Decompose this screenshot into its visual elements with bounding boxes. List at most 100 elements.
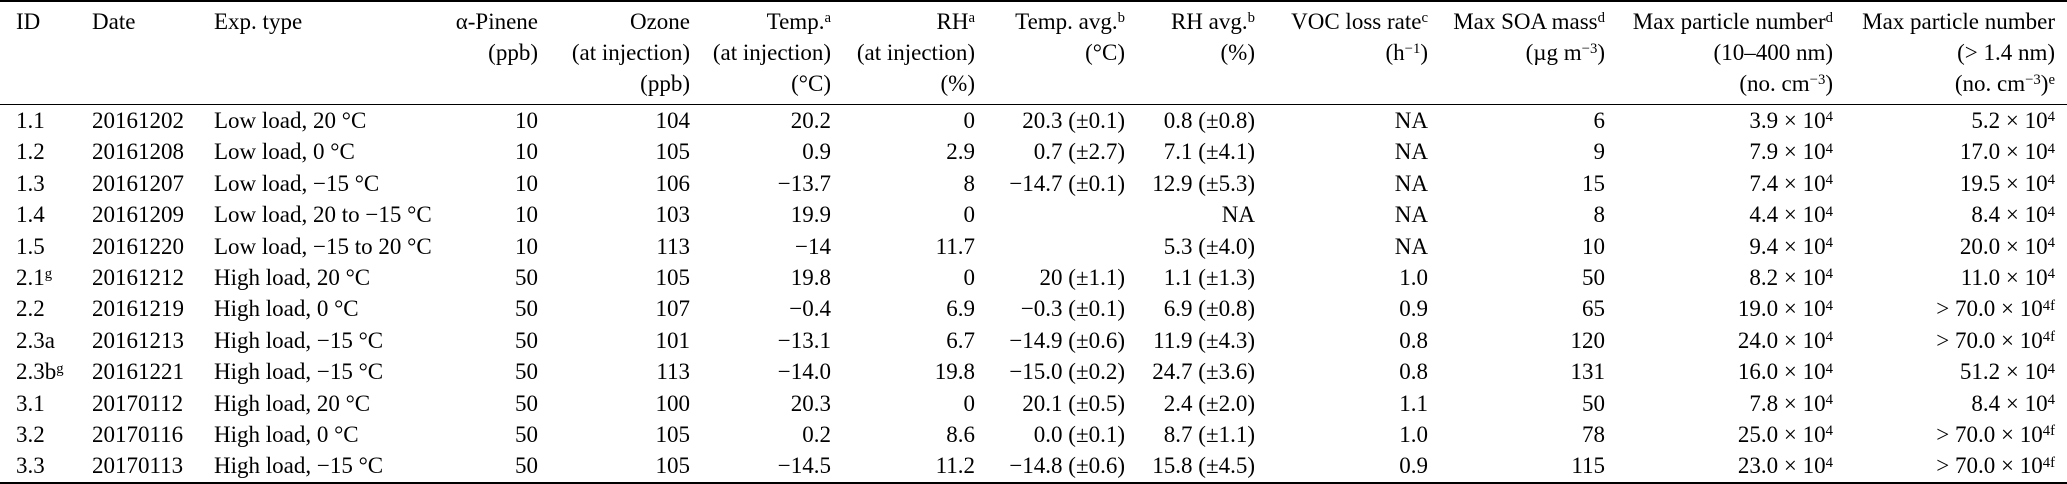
table-cell: 0.9 — [802, 139, 831, 165]
table-cell: 113 — [656, 359, 690, 385]
table-cell: 11.9 (±4.3) — [1153, 327, 1255, 353]
table-cell: 20161202 — [92, 108, 184, 133]
table-cell: 20.2 — [790, 108, 831, 133]
header-line: (%) — [1220, 40, 1255, 65]
col-header-rh-injection: RHa (at injection) (%) — [831, 1, 975, 105]
header-line: (at injection) — [856, 40, 975, 65]
table-cell: 10 — [1582, 233, 1605, 259]
header-line: RH avg.b — [1170, 9, 1255, 34]
table-cell: 0.9 — [1399, 453, 1428, 479]
table-cell: 2.1g — [16, 265, 53, 291]
table-cell: 20.1 (±0.5) — [1022, 390, 1125, 416]
table-cell: 10 — [515, 202, 538, 228]
table-cell: 8.6 — [946, 422, 975, 448]
table-cell: 105 — [655, 265, 691, 291]
table-cell — [975, 199, 1125, 230]
table-cell: 0.8 — [1399, 327, 1428, 353]
table-cell: 20 (±1.1) — [1039, 265, 1125, 291]
table-row: 1.1 20161202 Low load, 20 °C 10 104 20.2 0 20.3… — [0, 105, 2067, 137]
table-cell: NA — [1221, 202, 1255, 228]
table-cell: 78 — [1582, 422, 1605, 448]
table-cell: NA — [1394, 202, 1428, 228]
header-line: (no. cm−3)e — [1954, 71, 2055, 96]
table-cell: 6 — [1593, 108, 1606, 133]
table-cell: 50 — [515, 390, 538, 416]
col-header-id: ID — [0, 1, 76, 105]
table-cell: 0 — [963, 202, 976, 228]
table-cell: > 70.0 × 104f — [1936, 422, 2055, 448]
table-cell: NA — [1394, 139, 1428, 165]
table-cell: 8.7 (±1.1) — [1163, 422, 1255, 448]
table-cell: 1.1 — [16, 108, 45, 133]
table-cell: 105 — [655, 139, 691, 165]
table-cell: 50 — [1582, 390, 1605, 416]
table-cell: 100 — [655, 390, 691, 416]
col-header-rh-avg: RH avg.b (%) — [1125, 1, 1255, 105]
col-header-temp-avg: Temp. avg.b (°C) — [975, 1, 1125, 105]
table-cell: 50 — [515, 422, 538, 448]
table-row: 1.5 20161220 Low load, −15 to 20 °C 10 113 −1… — [0, 231, 2067, 262]
table-cell: NA — [1394, 108, 1428, 133]
table-header: ID Date Exp. type α-Pinene (ppb) Ozone (… — [0, 1, 2067, 105]
header-line: (ppb) — [488, 40, 538, 65]
table-cell: 1.5 — [16, 233, 45, 259]
table-cell: 7.4 × 104 — [1749, 170, 1833, 196]
table-cell: 17.0 × 104 — [1959, 139, 2055, 165]
col-header-temp-injection: Temp.a (at injection) (°C) — [690, 1, 831, 105]
header-line: (°C) — [1085, 40, 1125, 65]
table-cell: Low load, −15 °C — [214, 170, 380, 196]
table-cell: 20.3 — [790, 390, 831, 416]
table-row: 2.2 20161219 High load, 0 °C 50 107 −0.4 6.9 −0… — [0, 293, 2067, 324]
table-cell: −13.7 — [777, 170, 831, 196]
table-cell: > 70.0 × 104f — [1936, 327, 2055, 353]
table-cell: −13.1 — [777, 327, 831, 353]
table-cell: 107 — [655, 296, 691, 322]
table-cell: Low load, 0 °C — [214, 139, 355, 165]
table-cell: −15.0 (±0.2) — [1009, 359, 1125, 385]
header-line: (µg m−3) — [1525, 40, 1605, 65]
table-cell: 20161207 — [92, 170, 184, 196]
table-cell: 50 — [515, 265, 538, 291]
table-cell: 20161219 — [92, 296, 184, 322]
table-cell: 8.4 × 104 — [1971, 202, 2055, 228]
table-cell: 101 — [655, 327, 691, 353]
table-cell: 0.9 — [1399, 296, 1428, 322]
table-cell: 1.1 (±1.3) — [1163, 265, 1255, 291]
table-cell: 20.0 × 104 — [1959, 233, 2055, 259]
table-cell: 11.0 × 104 — [1960, 265, 2055, 291]
table-cell: 20161209 — [92, 202, 184, 228]
table-cell: High load, 0 °C — [214, 296, 359, 322]
table-cell: 103 — [655, 202, 691, 228]
table-cell: 20161212 — [92, 265, 184, 291]
table-cell: NA — [1394, 233, 1428, 259]
table-cell: 19.8 — [790, 265, 831, 291]
table-row: 1.3 20161207 Low load, −15 °C 10 106 −13.7 8 −1… — [0, 168, 2067, 199]
table-cell: −14.5 — [777, 453, 831, 479]
table-cell: > 70.0 × 104f — [1936, 453, 2055, 479]
col-header-ozone: Ozone (at injection) (ppb) — [538, 1, 690, 105]
table-cell: 3.2 — [16, 422, 45, 448]
table-cell: NA — [1394, 170, 1428, 196]
table-cell: 7.1 (±4.1) — [1163, 139, 1255, 165]
header-line: (at injection) — [571, 40, 690, 65]
table-cell: 2.9 — [946, 139, 975, 165]
table-row: 2.3bg 20161221 High load, −15 °C 50 113 −14.0… — [0, 356, 2067, 387]
header-line: (at injection) — [712, 40, 831, 65]
table-cell: Low load, 20 to −15 °C — [214, 202, 432, 228]
header-line: (10–400 nm) — [1713, 40, 1833, 65]
table-cell: −14.8 (±0.6) — [1009, 453, 1125, 479]
table-cell: 3.9 × 104 — [1749, 108, 1833, 133]
table-cell: 16.0 × 104 — [1737, 359, 1833, 385]
table-cell: 10 — [515, 139, 538, 165]
table-row: 2.3a 20161213 High load, −15 °C 50 101 −13.1 6… — [0, 325, 2067, 356]
header-line: Temp. avg.b — [1015, 9, 1125, 34]
header-line: (%) — [940, 71, 975, 96]
header-line: Date — [92, 9, 136, 34]
table-cell: 24.7 (±3.6) — [1152, 359, 1255, 385]
table-cell: 1.3 — [16, 170, 45, 196]
table-cell: > 70.0 × 104f — [1936, 296, 2055, 322]
table-cell: 12.9 (±5.3) — [1152, 170, 1255, 196]
col-header-voc-loss-rate: VOC loss ratec (h−1) — [1255, 1, 1428, 105]
header-line: (ppb) — [640, 71, 690, 96]
